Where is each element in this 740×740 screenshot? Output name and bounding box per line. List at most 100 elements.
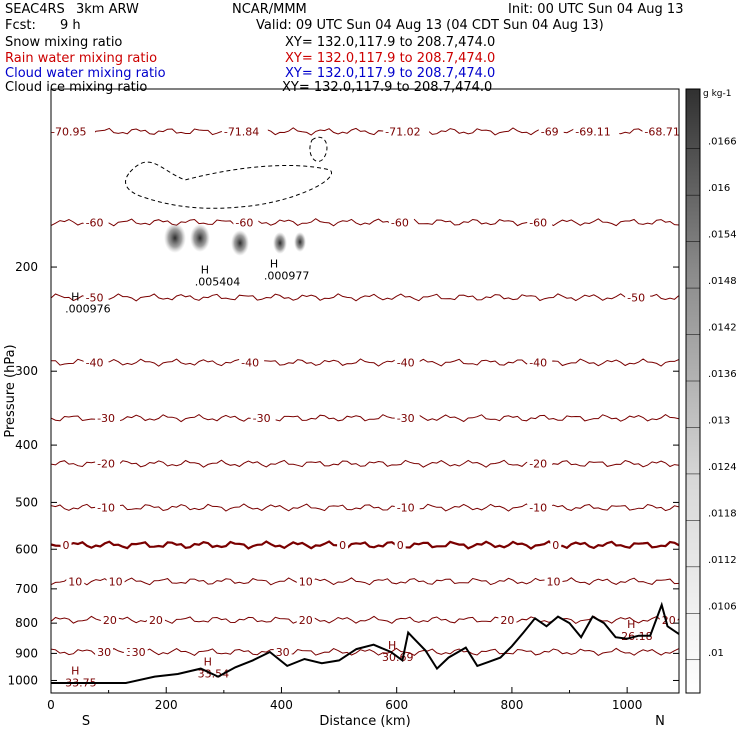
y-tick-label: 400 [15,438,38,452]
snow-mixing-ratio-blob [231,230,249,256]
contour-label-bg [273,645,292,659]
contour-label-bg [233,216,259,230]
contour-label-bg [129,645,148,659]
contour-label-bg [527,457,553,471]
x-tick-label: 0 [47,698,55,712]
extremum-marker: H [388,639,396,652]
contour-label-bg [221,125,268,139]
contour-label-bg [394,538,406,552]
field-xy-cloud-ice: XY= 132.0,117.9 to 208.7,474.0 [282,80,493,95]
x-axis-label: Distance (km) [319,714,410,729]
contour-label: 10 [546,575,560,588]
extremum-value: .000977 [264,269,310,282]
contour-label-bg [296,613,315,627]
contour-label-bg [642,125,679,139]
field-xy-cloud-water: XY= 132.0,117.9 to 208.7,474.0 [285,66,496,81]
y-tick-label: 800 [15,616,38,630]
contour-label-bg [550,538,562,552]
contour-label-bg [95,645,114,659]
contour-label-bg [95,412,121,426]
extremum-marker: H [71,290,79,303]
temperature-contour [51,293,679,302]
colorbar-gradient [685,88,701,694]
colorbar-tick-label: .0154 [708,230,737,241]
contour-label-bg [95,501,121,515]
temperature-contour [51,503,679,512]
extremum-marker: H [270,257,278,270]
contour-label-bg [538,125,564,139]
colorbar-tick-label: .0148 [708,276,737,287]
y-tick-label: 600 [15,542,38,556]
contour-label: -68.71 [644,126,679,139]
field-name-cloud-water: Cloud water mixing ratio [5,66,166,81]
contour-label: -40 [397,356,415,369]
valid-label: Valid: 09 UTC Sun 04 Aug 13 (04 CDT Sun … [256,18,604,33]
fcst-label: Fcst: [5,18,36,33]
y-tick-label: 1000 [7,673,38,687]
snow-mixing-ratio-blob [273,232,287,254]
cloud-ice-contour [125,161,333,209]
colorbar-unit: g kg-1 [703,89,731,99]
temperature-contour [51,218,679,227]
contour-label-bg [337,538,349,552]
field-name-rain: Rain water mixing ratio [5,51,158,66]
plot-frame [50,88,680,694]
contour-label-bg [51,125,95,139]
contour-label: 30 [97,646,111,659]
contour-label: 10 [109,575,123,588]
contour-label-bg [106,575,125,589]
field-name-snow: Snow mixing ratio [5,35,123,50]
snow-mixing-ratio-blob [190,224,210,252]
contour-label: -40 [86,356,104,369]
model-label: 3km ARW [76,2,139,17]
contour-label: -50 [86,291,104,304]
x-tick-label: 200 [155,698,178,712]
contour-label-bg [573,125,620,139]
field-xy-snow: XY= 132.0,117.9 to 208.7,474.0 [285,35,496,50]
colorbar-tick-label: .01 [708,648,724,659]
contour-label: 20 [500,614,514,627]
contour-label-bg [146,613,165,627]
x-tick-label: 600 [385,698,408,712]
org-label: NCAR/MMM [232,2,307,17]
y-tick-label: 700 [15,582,38,596]
contour-label: 20 [299,614,313,627]
contour-label: -60 [86,216,104,229]
snow-mixing-ratio-blob [164,223,186,253]
contour-label-bg [498,613,517,627]
terrain-surface-line [51,601,679,684]
temperature-contour [51,577,679,586]
extremum-value: .005404 [195,276,241,289]
y-tick-label: 300 [15,364,38,378]
colorbar-tick-label: .0112 [708,555,737,566]
contour-label: -50 [627,291,645,304]
fcst-value: 9 h [60,18,81,33]
contour-label: -30 [97,412,115,425]
contour-label-bg [388,216,414,230]
contour-label: 10 [68,575,82,588]
colorbar-tick-label: .013 [708,415,730,426]
temperature-contour [51,540,679,550]
cloud-ice-contour [309,137,328,162]
colorbar-tick-label: .0106 [708,601,737,612]
temperature-contour [51,413,679,423]
contour-label: 0 [63,539,70,552]
contour-label: -71.02 [385,126,420,139]
contour-label-bg [60,538,72,552]
contour-label: -10 [97,502,115,515]
temperature-contour [51,647,679,657]
contour-label-bg [296,575,315,589]
contour-label-bg [250,412,276,426]
contour-label-bg [66,575,85,589]
temperature-contour [51,358,679,367]
colorbar-tick-label: .0124 [708,462,737,473]
contour-label-bg [83,356,109,370]
contour-label-bg [83,216,109,230]
temperature-contour [51,615,679,625]
colorbar-tick-label: .0142 [708,323,737,334]
contour-label-bg [527,216,553,230]
extremum-marker: H [71,664,79,677]
contour-label: -69 [541,126,559,139]
